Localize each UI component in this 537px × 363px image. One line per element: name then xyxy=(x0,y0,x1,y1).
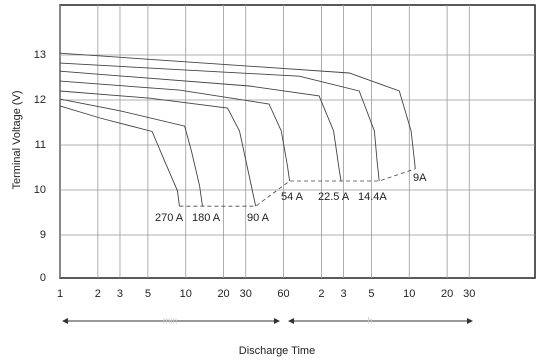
discharge-curve xyxy=(59,52,416,169)
discharge-curve xyxy=(59,70,342,182)
curve-label: 90 A xyxy=(247,212,270,224)
x-axis-label: Discharge Time xyxy=(239,345,315,357)
y-tick-label: 13 xyxy=(34,49,46,61)
discharge-curve xyxy=(59,105,180,207)
x-tick-label: 20 xyxy=(441,288,453,300)
x-tick-label: 60 xyxy=(277,288,289,300)
x-tick-label: 5 xyxy=(368,288,374,300)
curve-label: 270 A xyxy=(155,212,184,224)
unit-label: min xyxy=(163,315,178,325)
curve-label: 22.5 A xyxy=(318,191,350,203)
discharge-curve xyxy=(59,90,257,207)
y-tick-label: 9 xyxy=(40,229,46,241)
x-tick-label: 30 xyxy=(463,288,475,300)
curve-label: 14.4A xyxy=(358,191,387,203)
x-tick-label: 2 xyxy=(95,288,101,300)
x-tick-label: 10 xyxy=(403,288,415,300)
x-tick-label: 3 xyxy=(117,288,123,300)
discharge-curve xyxy=(59,80,291,182)
plot-frame xyxy=(59,4,536,279)
y-tick-label: 11 xyxy=(35,139,46,151)
x-tick-label: 5 xyxy=(145,288,151,300)
unit-label: h xyxy=(367,315,372,325)
discharge-curve xyxy=(59,62,380,182)
x-tick-label: 1 xyxy=(57,288,63,300)
x-tick-label: 20 xyxy=(217,288,229,300)
curve-label: 9A xyxy=(413,172,427,184)
end-connector xyxy=(179,168,416,207)
x-tick-label: 30 xyxy=(240,288,252,300)
curve-label: 54 A xyxy=(281,191,304,203)
y-tick-label: 0 xyxy=(40,272,46,284)
discharge-curve xyxy=(59,98,203,207)
curve-label: 180 A xyxy=(192,212,221,224)
arrows xyxy=(62,318,473,324)
y-tick-label: 12 xyxy=(34,94,46,106)
x-tick-label: 2 xyxy=(318,288,324,300)
x-tick-label: 10 xyxy=(180,288,192,300)
y-tick-label: 10 xyxy=(34,184,46,196)
y-axis-label: Terminal Voltage (V) xyxy=(11,90,23,189)
x-tick-label: 3 xyxy=(340,288,346,300)
